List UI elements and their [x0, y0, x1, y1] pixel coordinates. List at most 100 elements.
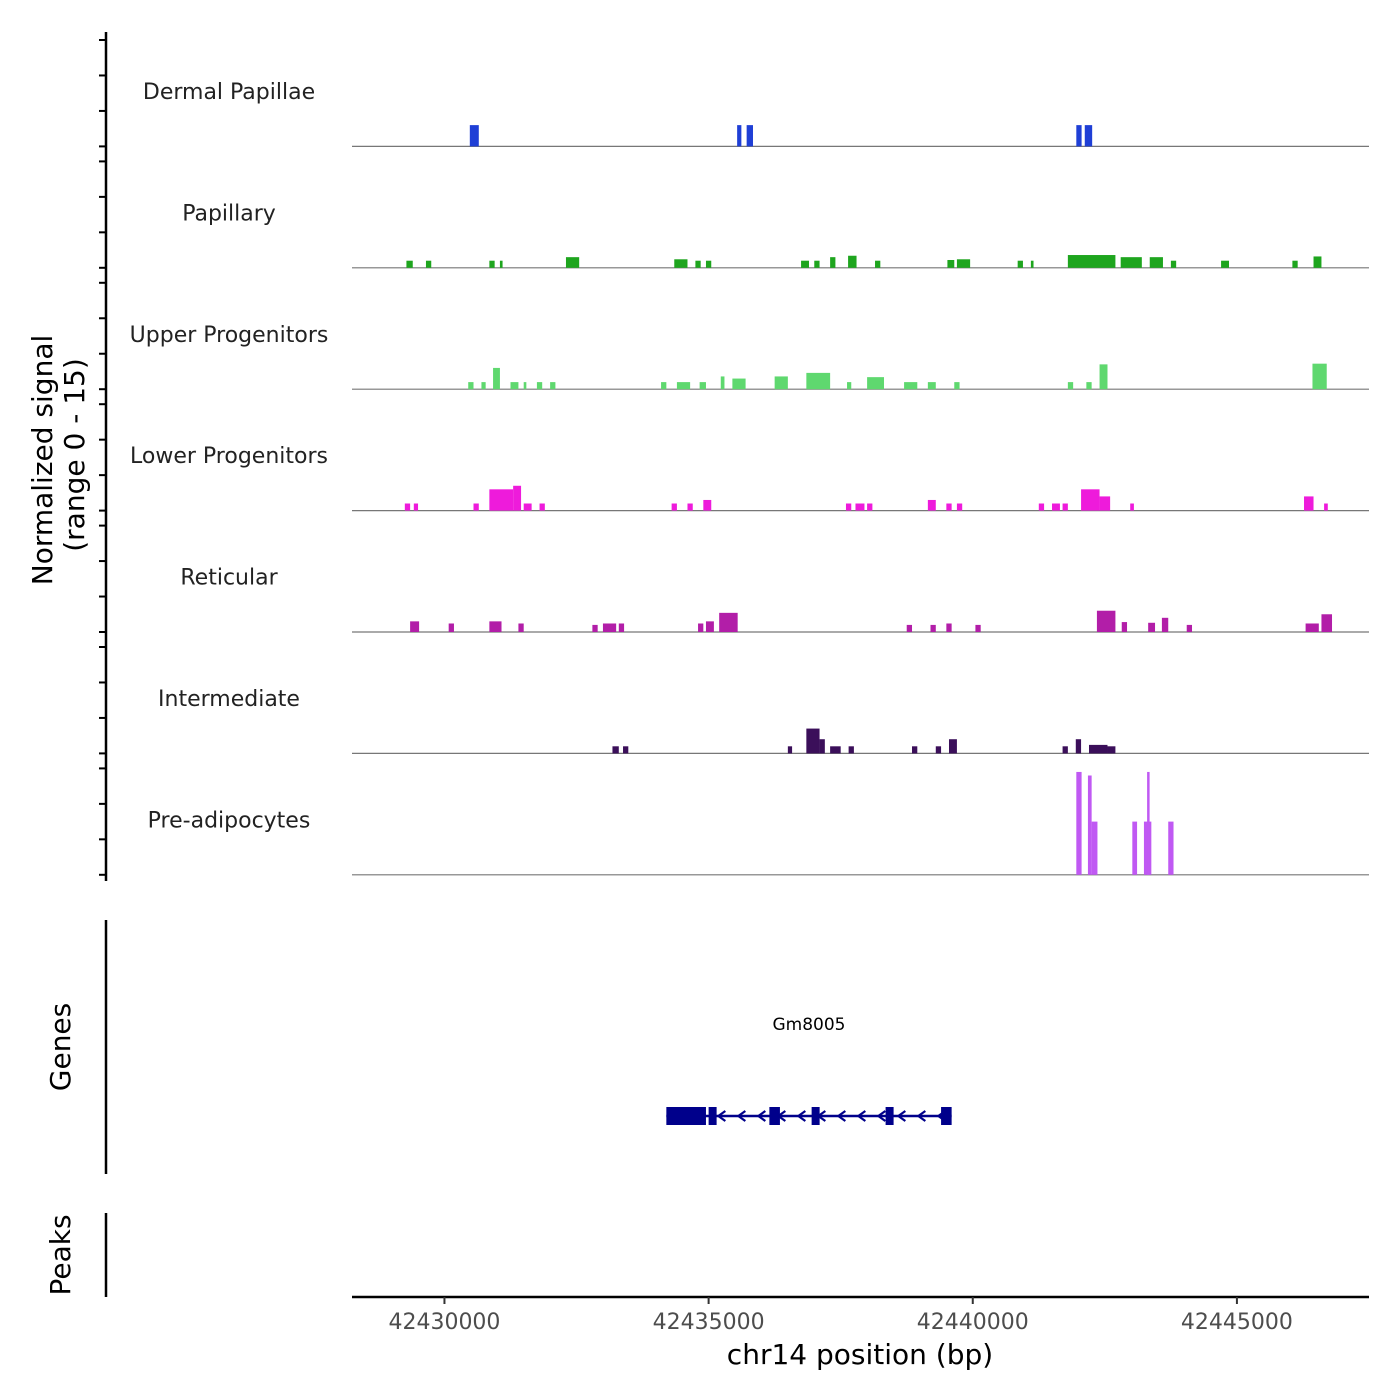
strand-arrow	[856, 1110, 866, 1122]
track-label: Pre-adipocytes	[148, 808, 311, 833]
coverage-bar	[699, 382, 706, 390]
coverage-bar	[1062, 746, 1068, 754]
gene-name-label: Gm8005	[772, 1015, 845, 1035]
track-1: Papillary	[182, 201, 1369, 269]
coverage-bar	[774, 376, 788, 390]
coverage-bar	[705, 260, 712, 268]
coverage-bar	[848, 255, 857, 268]
coverage-bar	[806, 372, 831, 390]
coverage-bar	[676, 382, 691, 390]
coverage-bar	[674, 259, 688, 268]
peaks-side-label: Peaks	[44, 1214, 77, 1295]
coverage-bar	[513, 485, 522, 511]
coverage-bar	[623, 746, 629, 754]
coverage-bar	[954, 382, 960, 390]
coverage-bar	[1086, 382, 1092, 390]
coverage-bar	[410, 621, 420, 632]
coverage-bar	[830, 746, 841, 754]
gene-exon	[811, 1107, 820, 1125]
coverage-bar	[1186, 624, 1193, 632]
coverage-bar	[539, 503, 545, 511]
coverage-bar	[746, 125, 753, 147]
coverage-bar	[523, 503, 532, 511]
coverage-bar	[406, 260, 413, 268]
coverage-bar	[703, 499, 712, 511]
strand-arrow	[796, 1110, 806, 1122]
coverage-bar	[448, 623, 454, 632]
coverage-bar	[806, 728, 820, 754]
coverage-bar	[481, 382, 486, 390]
track-label: Upper Progenitors	[130, 323, 329, 348]
coverage-bar	[1067, 255, 1116, 268]
track-label: Papillary	[182, 201, 276, 226]
coverage-y-ticks	[99, 39, 106, 876]
coverage-bar	[1096, 610, 1116, 632]
track-3: Lower Progenitors	[130, 444, 1369, 512]
coverage-bar	[592, 624, 598, 632]
track-2: Upper Progenitors	[130, 323, 1369, 390]
x-axis-layer: 42430000 42435000 42440000 42445000	[388, 1297, 1293, 1335]
coverage-bar	[489, 260, 495, 268]
gene-exon	[941, 1107, 952, 1125]
strand-arrow	[836, 1110, 846, 1122]
coverage-bar	[489, 489, 514, 511]
coverage-bar	[1324, 503, 1328, 511]
coverage-bar	[618, 623, 625, 632]
x-tick-label: 42435000	[653, 1310, 765, 1335]
coverage-bar	[1084, 125, 1093, 147]
gene-exon	[769, 1107, 780, 1125]
coverage-bar	[1147, 771, 1150, 875]
coverage-bar	[801, 260, 809, 268]
coverage-bar	[602, 623, 617, 632]
coverage-bar	[1321, 614, 1333, 632]
coverage-bar	[1052, 503, 1060, 511]
coverage-bar	[956, 503, 963, 511]
x-tick-label: 42440000	[917, 1310, 1029, 1335]
track-6: Pre-adipocytes	[148, 771, 1369, 876]
coverage-bar	[956, 259, 971, 268]
x-tick-label: 42445000	[1181, 1310, 1293, 1335]
coverage-bar	[473, 503, 479, 511]
coverage-bar	[867, 503, 873, 511]
coverage-bar	[1130, 503, 1134, 511]
coverage-bar	[1087, 775, 1092, 875]
tracks-layer: Dermal Papillae Papillary Upper Progenitor…	[130, 80, 1369, 876]
coverage-bar	[661, 382, 667, 390]
coverage-bar	[698, 623, 704, 632]
coverage-bar	[695, 260, 701, 268]
track-label: Reticular	[180, 566, 278, 591]
coverage-bar	[1132, 821, 1138, 875]
coverage-bar	[930, 624, 936, 632]
x-axis-title: chr14 position (bp)	[727, 1338, 993, 1371]
coverage-bar	[720, 376, 725, 390]
coverage-bar	[1312, 363, 1327, 390]
track-label: Dermal Papillae	[143, 80, 315, 105]
x-tick-label: 42430000	[388, 1310, 500, 1335]
coverage-bar	[413, 503, 419, 511]
coverage-bar	[1062, 503, 1068, 511]
coverage-bar	[612, 746, 619, 754]
coverage-bar	[855, 503, 865, 511]
coverage-bar	[510, 382, 519, 390]
coverage-bar	[927, 382, 936, 390]
coverage-bar	[565, 257, 580, 268]
coverage-bar	[404, 503, 411, 511]
gene-exon	[666, 1107, 706, 1125]
coverage-bar	[787, 746, 793, 754]
coverage-bar	[523, 382, 527, 390]
coverage-bar	[906, 624, 913, 632]
coverage-bar	[732, 378, 746, 390]
coverage-bar	[1313, 256, 1322, 268]
track-label: Intermediate	[158, 687, 300, 712]
coverage-bar	[904, 382, 918, 390]
coverage-bar	[867, 377, 885, 390]
coverage-bar	[493, 367, 500, 390]
coverage-bar	[499, 260, 503, 268]
strand-arrow	[736, 1110, 746, 1122]
strand-arrow	[896, 1110, 906, 1122]
coverage-bar	[845, 503, 852, 511]
coverage-bar	[1088, 744, 1108, 754]
coverage-bar	[1067, 382, 1074, 390]
coverage-bar	[847, 382, 852, 390]
